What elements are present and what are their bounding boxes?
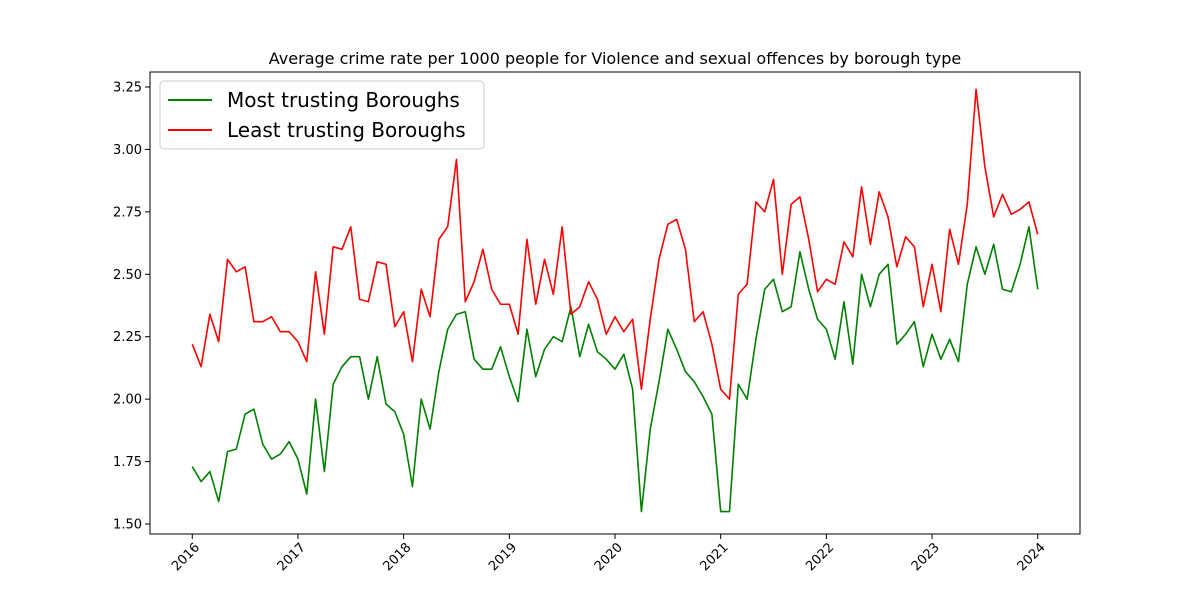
y-tick-label: 3.00: [113, 143, 142, 158]
legend-label-1: Most trusting Boroughs: [227, 88, 460, 112]
y-tick-label: 2.50: [113, 268, 142, 283]
y-axis: 1.50 1.75 2.00 2.25 2.50 2.75 3.00 3.25: [113, 80, 150, 533]
series-line-1: [191, 226, 1039, 513]
series-line-2: [191, 88, 1039, 400]
legend-label-2: Least trusting Boroughs: [227, 118, 466, 142]
chart-title: Average crime rate per 1000 people for V…: [269, 49, 961, 68]
y-tick-label: 2.75: [113, 205, 142, 220]
y-tick-label: 3.25: [113, 80, 142, 95]
legend-box: [159, 80, 485, 150]
y-tick-label: 1.75: [113, 455, 142, 470]
series-lines: [191, 88, 1039, 513]
y-tick-label: 2.00: [113, 393, 142, 408]
y-tick-label: 2.25: [113, 330, 142, 345]
y-tick-label: 1.50: [113, 518, 142, 533]
legend: Most trusting Boroughs Least trusting Bor…: [159, 80, 485, 150]
